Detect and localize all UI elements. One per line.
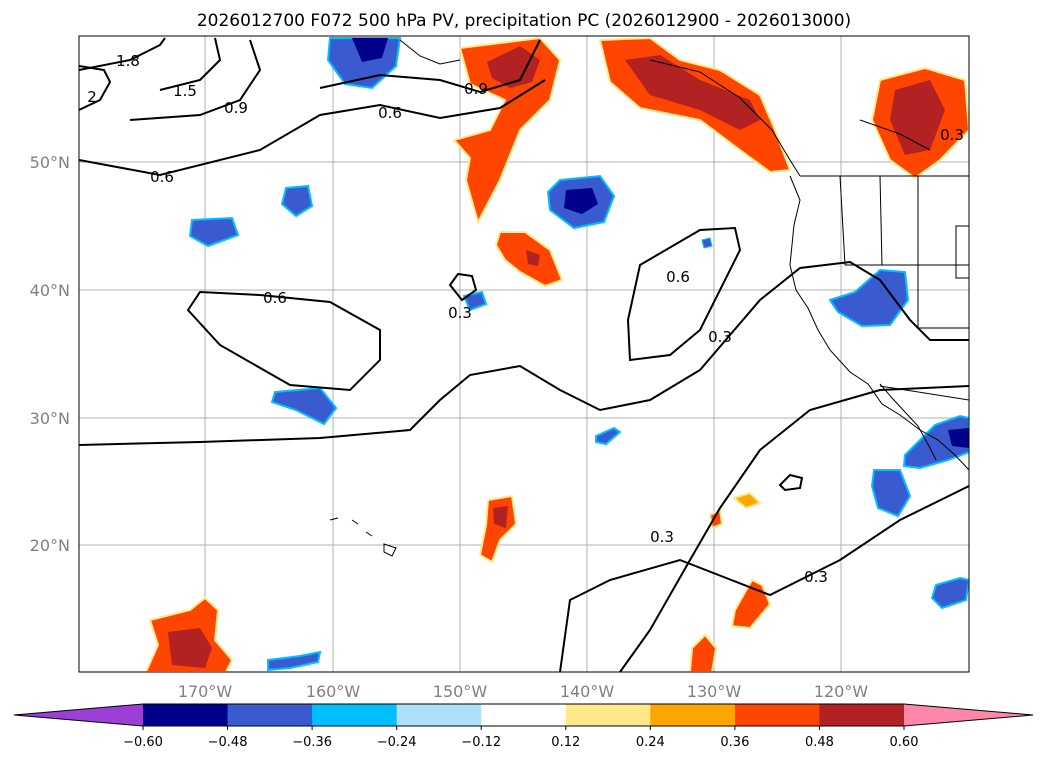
contour-label: 0.3 — [804, 568, 828, 586]
pv-contour-small — [778, 473, 804, 492]
baja-california-coastline — [879, 383, 937, 461]
colorbar-segment — [396, 704, 482, 726]
precip-negative-area — [902, 414, 969, 470]
pv-contour-1.8 — [79, 37, 166, 71]
pv-contour-1.5 — [159, 37, 222, 91]
lon-label-130w: 130°W — [687, 682, 742, 701]
rockies-outline — [859, 119, 931, 151]
precip-negative-area — [188, 216, 240, 248]
precip-negative-area — [595, 426, 622, 446]
precip-negative-area — [267, 650, 322, 672]
hawaii-islands — [329, 517, 397, 557]
precip-positive-area — [688, 633, 718, 672]
lon-label-150w: 150°W — [433, 682, 488, 701]
pv-contour-small — [448, 272, 478, 302]
colorbar-segment — [227, 704, 313, 726]
colorbar-tick-label: −0.60 — [123, 735, 163, 750]
colorbar-extend-high — [904, 704, 1033, 726]
precip-negative-core — [564, 188, 598, 214]
lon-label-160w: 160°W — [306, 682, 361, 701]
contour-label: 0.6 — [263, 289, 287, 307]
contour-label: 0.6 — [666, 268, 690, 286]
colorbar-tick-label: 0.60 — [890, 735, 919, 750]
colorbar-segment — [143, 704, 229, 726]
pv-contour-0.6 — [186, 290, 381, 392]
precip-positive-area — [731, 491, 762, 510]
contour-label: 0.9 — [224, 99, 248, 117]
north-america-coastline — [789, 175, 969, 471]
pv-contour-0.3 — [559, 485, 969, 672]
contour-label: 2 — [87, 88, 97, 106]
map-panel: 1.8 1.5 2 0.9 0.9 0.6 0.6 0.6 0.3 0.6 0.… — [78, 35, 970, 673]
pv-contour-layer — [79, 37, 969, 672]
contour-label: 0.3 — [708, 328, 732, 346]
colorbar-tick-label: 0.12 — [551, 735, 580, 750]
precip-positive-core — [168, 628, 212, 668]
alaska-coastline — [399, 39, 461, 65]
colorbar-tick-label: −0.48 — [208, 735, 248, 750]
map-frame — [78, 35, 970, 673]
colorbar-tick-label: −0.24 — [377, 735, 417, 750]
contour-label: 0.3 — [448, 304, 472, 322]
colorbar-tick-label: 0.48 — [805, 735, 834, 750]
lat-label-30n: 30°N — [30, 409, 70, 428]
state-borders — [839, 175, 969, 329]
colorbar-segment — [650, 704, 736, 726]
canada-coastline — [649, 59, 801, 177]
lat-label-40n: 40°N — [30, 281, 70, 300]
colorbar-segment — [312, 704, 398, 726]
contour-label: 0.6 — [378, 104, 402, 122]
precip-positive-area — [452, 36, 562, 225]
lat-label-20n: 20°N — [30, 536, 70, 555]
contour-label: 0.3 — [940, 126, 964, 144]
pv-contour-0.9 — [129, 39, 262, 121]
precip-negative-area — [462, 290, 488, 312]
precip-negative-area — [280, 184, 314, 218]
colorbar-segment — [481, 704, 567, 726]
pv-contour-0.3 — [619, 385, 969, 672]
pv-contour-2 — [79, 65, 112, 111]
pv-contour-0.9 — [319, 39, 541, 94]
figure-title: 2026012700 F072 500 hPa PV, precipitatio… — [197, 11, 851, 31]
colorbar-tick-label: 0.36 — [720, 735, 749, 750]
precip-positive-core — [625, 55, 760, 130]
precip-negative-area — [870, 469, 912, 518]
coastline-layer — [329, 39, 969, 557]
contour-label: 1.8 — [116, 52, 140, 70]
colorbar-tick-label: 0.24 — [636, 735, 665, 750]
latitude-labels: 50°N 40°N 30°N 20°N — [30, 153, 70, 555]
precip-negative-area — [930, 576, 969, 610]
pv-contour-labels: 1.8 1.5 2 0.9 0.9 0.6 0.6 0.6 0.3 0.6 0.… — [87, 52, 964, 586]
pv-contour-0.3 — [79, 260, 969, 446]
precip-negative-core — [352, 38, 388, 62]
contour-label: 0.3 — [650, 528, 674, 546]
precip-negative-core — [948, 428, 969, 448]
map-background — [79, 36, 969, 672]
colorbar-segment — [819, 704, 905, 726]
lon-label-140w: 140°W — [560, 682, 615, 701]
lon-label-120w: 120°W — [814, 682, 869, 701]
precip-positive-core — [493, 506, 508, 528]
longitude-labels: 170°W 160°W 150°W 140°W 130°W 120°W — [178, 682, 869, 701]
lat-label-50n: 50°N — [30, 153, 70, 172]
lon-label-170w: 170°W — [178, 682, 233, 701]
colorbar-tick-label: −0.12 — [461, 735, 501, 750]
contour-label: 0.9 — [464, 80, 488, 98]
pv-contour-0.6 — [79, 79, 546, 177]
precip-fill-layer — [144, 36, 969, 672]
contour-label: 1.5 — [173, 82, 197, 100]
precip-positive-core — [526, 250, 540, 266]
precip-negative-area — [701, 237, 713, 249]
colorbar-segment — [565, 704, 651, 726]
colorbar: −0.60 −0.48 −0.36 −0.24 −0.12 0.12 0.24 0.36 0.4… — [13, 703, 1034, 750]
colorbar-segment — [734, 704, 820, 726]
precip-positive-core — [487, 46, 540, 88]
precip-negative-area — [828, 268, 910, 328]
contour-label: 0.6 — [150, 168, 174, 186]
colorbar-extend-low — [14, 704, 143, 726]
pv-contour-0.6 — [626, 226, 742, 362]
colorbar-tick-label: −0.36 — [292, 735, 332, 750]
